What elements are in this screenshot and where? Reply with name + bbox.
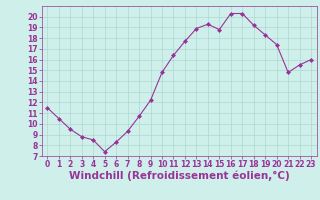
X-axis label: Windchill (Refroidissement éolien,°C): Windchill (Refroidissement éolien,°C) <box>69 171 290 181</box>
